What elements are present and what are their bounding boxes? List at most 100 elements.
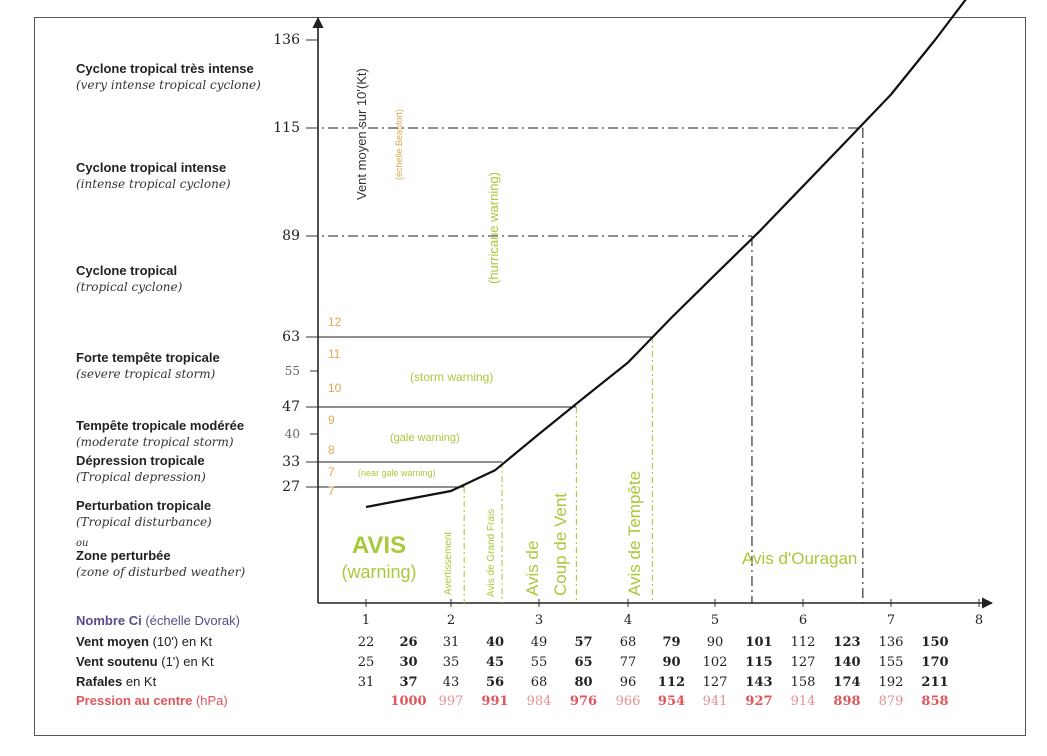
category-name: Perturbation tropicale [76, 498, 211, 513]
data-table: Nombre Ci (échelle Dvorak) Vent moyen (1… [76, 613, 949, 709]
table-cell: 966 [616, 694, 641, 709]
table-cell: 155 [879, 655, 904, 670]
beaufort-number: 12 [328, 315, 342, 329]
y-axis-title: Vent moyen sur 10'(Kt) [354, 68, 369, 200]
category-name: Zone perturbée [76, 548, 171, 563]
table-cell: 22 [358, 635, 375, 650]
category-english: (intense tropical cyclone) [76, 177, 231, 191]
category-name: Tempête tropicale modérée [76, 418, 244, 433]
table-cell: 57 [574, 635, 592, 650]
table-cell: 101 [745, 635, 772, 650]
table-cell: 123 [833, 635, 860, 650]
table-cell: 127 [703, 675, 728, 690]
category-name: Cyclone tropical intense [76, 160, 226, 175]
beaufort-number: 10 [328, 381, 342, 395]
table-cell: 954 [658, 694, 685, 709]
coup-de-vent-label-1: Avis de [523, 541, 542, 596]
x-tick-label: 4 [624, 613, 632, 628]
table-cell: 90 [707, 635, 724, 650]
y-tick-label: 89 [282, 228, 300, 244]
gale-warning-label: (gale warning) [390, 432, 460, 444]
hurricane-warning-label: (hurricane warning) [486, 172, 501, 284]
tempete-label: Avis de Tempête [625, 471, 644, 596]
y-tick-label: 27 [282, 479, 300, 495]
table-cell: 37 [399, 675, 417, 690]
table-cell: 991 [481, 694, 508, 709]
x-tick-label: 6 [799, 613, 807, 628]
x-tick-label: 1 [362, 613, 370, 628]
category-name: Forte tempête tropicale [76, 350, 220, 365]
table-row-label: Rafales en Kt [76, 674, 157, 689]
table-cell: 68 [620, 635, 637, 650]
category-name: Cyclone tropical [76, 263, 177, 278]
y-tick-labels: 136 115 89 63 55 47 40 33 27 [273, 32, 318, 495]
table-cell: 31 [358, 675, 375, 690]
table-cell: 25 [358, 655, 375, 670]
table-cell: 80 [574, 675, 592, 690]
table-cell: 30 [399, 655, 417, 670]
avertissement-label: Avertissement [443, 532, 454, 595]
x-tick-label: 3 [535, 613, 543, 628]
table-cell: 984 [527, 694, 552, 709]
table-cell: 112 [658, 675, 685, 690]
storm-warning-label: (storm warning) [410, 370, 493, 384]
connector-ou: ou [76, 538, 88, 549]
table-cell: 170 [921, 655, 948, 670]
table-cell: 158 [791, 675, 816, 690]
table-cell: 40 [486, 635, 504, 650]
category-name: Cyclone tropical très intense [76, 61, 254, 76]
table-cell: 1000 [390, 694, 426, 709]
table-cell: 49 [531, 635, 548, 650]
x-tick-label: 2 [447, 613, 455, 628]
category-english: (very intense tropical cyclone) [76, 78, 261, 92]
avis-title: AVIS [352, 532, 406, 559]
category-english: (severe tropical storm) [76, 367, 216, 381]
table-cell: 150 [921, 635, 948, 650]
table-row-label: Vent soutenu (1') en Kt [76, 654, 214, 669]
y-tick-label: 33 [282, 454, 300, 470]
table-cell: 927 [745, 694, 772, 709]
y-tick-label: 40 [285, 427, 300, 441]
x-tick-label: 5 [711, 613, 719, 628]
chart-frame [34, 17, 1026, 736]
table-cell: 43 [443, 675, 460, 690]
category-english: (Tropical disturbance) [76, 515, 212, 529]
table-cell: 143 [745, 675, 772, 690]
table-cell: 65 [574, 655, 592, 670]
table-cell: 55 [531, 655, 548, 670]
wind-curve-series [365, 0, 967, 509]
beaufort-axis-title: (échelle Beaufort) [394, 109, 404, 180]
avis-subtitle: (warning) [341, 562, 416, 582]
table-cell: 174 [833, 675, 860, 690]
ouragan-label: Avis d'Ouragan [742, 549, 857, 568]
table-cell: 192 [879, 675, 904, 690]
coup-de-vent-label-2: Coup de Vent [551, 493, 570, 596]
category-english: (Tropical depression) [76, 470, 206, 484]
table-cell: 56 [486, 675, 504, 690]
near-gale-warning-label: (near gale warning) [358, 468, 436, 478]
category-labels: Cyclone tropical très intense (very inten… [76, 61, 261, 579]
beaufort-number: 11 [328, 347, 341, 361]
table-cell: 115 [745, 655, 772, 670]
table-cell: 140 [833, 655, 860, 670]
table-cell: 79 [662, 635, 680, 650]
table-cell: 879 [879, 694, 904, 709]
y-tick-label: 63 [282, 329, 300, 345]
table-cell: 997 [439, 694, 464, 709]
table-cell: 136 [879, 635, 904, 650]
y-tick-label: 47 [282, 399, 300, 415]
table-cell: 858 [921, 694, 948, 709]
table-cell: 941 [703, 694, 728, 709]
beaufort-number: 9 [328, 413, 335, 427]
table-cell: 112 [791, 635, 816, 650]
table-row-labels: Vent moyen (10') en Kt Vent soutenu (1') … [76, 634, 228, 708]
beaufort-number: 7 [328, 465, 335, 479]
beaufort-number: 7 [328, 484, 335, 498]
wind-curve [365, 0, 967, 509]
table-cells: 22 26 31 40 49 57 68 79 90 101 112 123 136 150 25 30 35 4… [358, 635, 949, 709]
table-row-label: Pression au centre (hPa) [76, 693, 228, 708]
table-cell: 211 [921, 675, 948, 690]
beaufort-number: 8 [328, 443, 335, 457]
category-english: (tropical cyclone) [76, 280, 183, 294]
